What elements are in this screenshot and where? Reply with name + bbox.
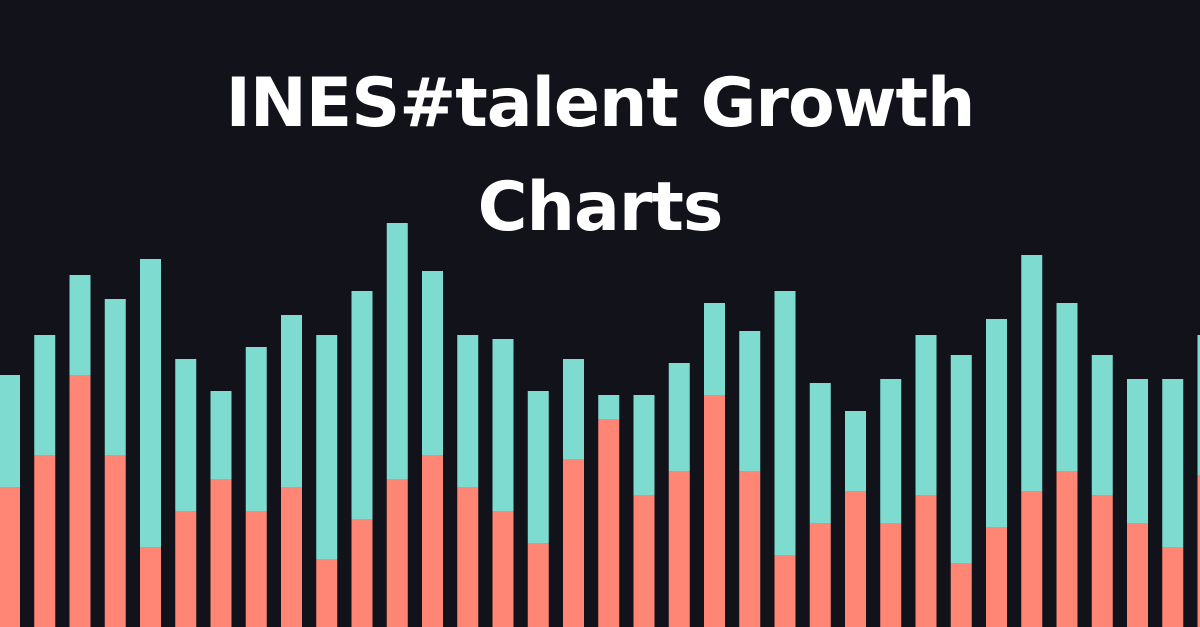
bar-lower-segment [1091, 495, 1113, 627]
bar-lower-segment [739, 471, 761, 627]
bar-upper-segment [633, 395, 655, 495]
bar-lower-segment [950, 563, 972, 627]
bar-upper-segment [210, 391, 232, 479]
bar-lower-segment [351, 519, 373, 627]
bar-lower-segment [457, 487, 479, 627]
bar-upper-segment [880, 379, 902, 523]
bar-upper-segment [1056, 303, 1078, 471]
bar-upper-segment [774, 291, 796, 555]
bar-upper-segment [245, 347, 267, 511]
bar-lower-segment [1127, 523, 1148, 627]
bar-upper-segment [598, 395, 620, 419]
bar-lower-segment [492, 511, 514, 627]
bar-lower-segment [140, 547, 161, 627]
bar-upper-segment [175, 359, 197, 511]
bar-upper-segment [1197, 335, 1200, 475]
bar-lower-segment [598, 419, 620, 627]
bar-upper-segment [1162, 379, 1184, 547]
bar-upper-segment [351, 291, 373, 519]
bar-upper-segment [986, 319, 1007, 527]
bar-lower-segment [104, 455, 126, 627]
bar-lower-segment [69, 375, 91, 627]
bar-upper-segment [1127, 379, 1148, 523]
bar-upper-segment [492, 339, 514, 511]
bar-lower-segment [0, 487, 20, 627]
bar-lower-segment [34, 455, 56, 627]
bar-lower-segment [386, 479, 408, 627]
bar-upper-segment [104, 299, 126, 455]
bar-lower-segment [281, 487, 302, 627]
bar-upper-segment [457, 335, 479, 487]
bar-lower-segment [774, 555, 796, 627]
bar-lower-segment [210, 479, 232, 627]
bar-lower-segment [633, 495, 655, 627]
bar-upper-segment [915, 335, 937, 495]
bar-lower-segment [175, 511, 197, 627]
bar-upper-segment [1091, 355, 1113, 495]
bar-lower-segment [668, 471, 690, 627]
bar-lower-segment [1056, 471, 1078, 627]
bar-upper-segment [34, 335, 56, 455]
bar-upper-segment [69, 275, 91, 375]
bar-upper-segment [1021, 255, 1043, 491]
bar-upper-segment [281, 315, 302, 487]
bar-lower-segment [845, 491, 866, 627]
bar-upper-segment [563, 359, 584, 459]
bar-lower-segment [316, 559, 338, 627]
bar-upper-segment [386, 223, 408, 479]
bar-lower-segment [880, 523, 902, 627]
chart-title: INES#talent Growth Charts [0, 52, 1200, 260]
bar-lower-segment [1197, 475, 1200, 627]
bar-upper-segment [0, 375, 20, 487]
chart-title-line-2: Charts [477, 168, 724, 247]
bar-upper-segment [140, 259, 161, 547]
bar-lower-segment [527, 543, 549, 627]
bar-lower-segment [563, 459, 584, 627]
bar-lower-segment [809, 523, 831, 627]
bar-lower-segment [915, 495, 937, 627]
bar-upper-segment [527, 391, 549, 543]
bar-lower-segment [245, 511, 267, 627]
bar-lower-segment [1162, 547, 1184, 627]
bar-upper-segment [845, 411, 866, 491]
bar-upper-segment [809, 383, 831, 523]
bar-lower-segment [1021, 491, 1043, 627]
bar-upper-segment [422, 271, 443, 455]
bar-upper-segment [950, 355, 972, 563]
bar-lower-segment [704, 395, 725, 627]
bar-upper-segment [668, 363, 690, 471]
bar-upper-segment [739, 331, 761, 471]
bar-lower-segment [422, 455, 443, 627]
bar-upper-segment [316, 335, 338, 559]
chart-title-line-1: INES#talent Growth [225, 64, 976, 143]
bar-lower-segment [986, 527, 1007, 627]
bar-upper-segment [704, 303, 725, 395]
